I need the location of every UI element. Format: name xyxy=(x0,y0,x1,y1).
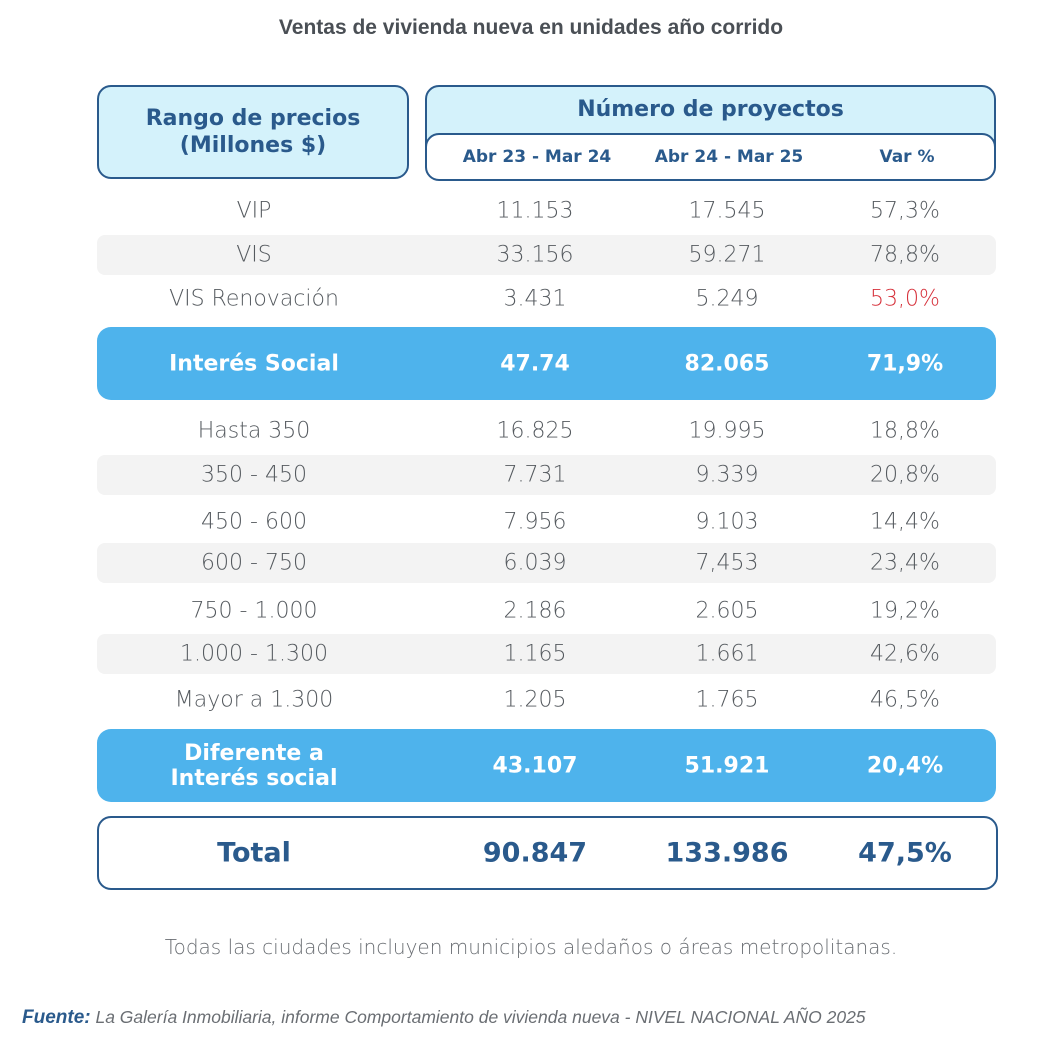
header-subcolumns: Abr 23 - Mar 24 Abr 24 - Mar 25 Var % xyxy=(425,133,996,181)
row-value-period-1: 7.731 xyxy=(503,462,567,488)
source-text: La Galería Inmobiliaria, informe Comport… xyxy=(95,1007,866,1027)
row-value-var: 53,0% xyxy=(870,286,940,312)
subtotal-label: Interés Social xyxy=(169,351,339,376)
source-label: Fuente: xyxy=(22,1007,91,1028)
row-value-period-1: 11.153 xyxy=(496,198,574,224)
header-projects: Número de proyectos Abr 23 - Mar 24 Abr … xyxy=(425,85,996,181)
table-row: 600 - 750 6.039 7,453 23,4% xyxy=(97,543,996,583)
row-value-period-1: 3.431 xyxy=(503,286,567,312)
subtotal-value-var: 20,4% xyxy=(866,753,944,778)
source-line: Fuente: La Galería Inmobiliaria, informe… xyxy=(22,1007,866,1029)
subtotal-label: Diferente a Interés social xyxy=(134,741,374,791)
header-price-range: Rango de precios (Millones $) xyxy=(97,85,409,179)
row-value-period-1: 6.039 xyxy=(503,550,567,576)
row-value-period-2: 1.765 xyxy=(695,687,759,713)
row-value-period-2: 59.271 xyxy=(688,242,766,268)
row-value-period-2: 1.661 xyxy=(695,641,759,667)
row-value-period-2: 9.103 xyxy=(695,509,759,535)
row-value-var: 20,8% xyxy=(870,462,940,488)
row-value-var: 18,8% xyxy=(870,418,940,444)
row-value-period-1: 1.205 xyxy=(503,687,567,713)
table-row: 1.000 - 1.300 1.165 1.661 42,6% xyxy=(97,634,996,674)
row-label: 450 - 600 xyxy=(201,509,307,535)
row-label: VIS Renovación xyxy=(169,286,339,312)
row-value-period-1: 2.186 xyxy=(503,598,567,624)
row-value-period-2: 7,453 xyxy=(695,550,759,576)
table-row: Mayor a 1.300 1.205 1.765 46,5% xyxy=(97,680,996,720)
subtotal-value-period-2: 82.065 xyxy=(684,351,770,376)
row-value-period-1: 33.156 xyxy=(496,242,574,268)
subtotal-value-var: 71,9% xyxy=(866,351,944,376)
subtotal-label-line2: Interés social xyxy=(170,765,338,791)
total-value-period-1: 90.847 xyxy=(482,837,588,869)
subtotal-label-line1: Diferente a xyxy=(184,740,324,766)
subtotal-value-period-2: 51.921 xyxy=(684,753,770,778)
row-label: Hasta 350 xyxy=(197,418,311,444)
subtotal-diferente-interes-social: Diferente a Interés social 43.107 51.921… xyxy=(97,729,996,802)
table-row: VIP 11.153 17.545 57,3% xyxy=(97,191,996,231)
row-label: 750 - 1.000 xyxy=(190,598,318,624)
header-price-range-line1: Rango de precios xyxy=(145,106,361,131)
column-header-period-2: Abr 24 - Mar 25 xyxy=(654,147,804,167)
row-value-period-2: 19.995 xyxy=(688,418,766,444)
table-row: 750 - 1.000 2.186 2.605 19,2% xyxy=(97,591,996,631)
total-label: Total xyxy=(217,837,291,869)
table-row: 350 - 450 7.731 9.339 20,8% xyxy=(97,455,996,495)
row-value-period-2: 2.605 xyxy=(695,598,759,624)
table-row: 450 - 600 7.956 9.103 14,4% xyxy=(97,502,996,542)
total-row: Total 90.847 133.986 47,5% xyxy=(97,816,998,890)
column-header-var: Var % xyxy=(879,147,935,167)
column-header-period-1: Abr 23 - Mar 24 xyxy=(462,147,612,167)
table-row: Hasta 350 16.825 19.995 18,8% xyxy=(97,411,996,451)
row-value-period-2: 9.339 xyxy=(695,462,759,488)
page-title: Ventas de vivienda nueva en unidades año… xyxy=(278,16,784,39)
subtotal-value-period-1: 47.74 xyxy=(500,351,570,376)
table-row: VIS Renovación 3.431 5.249 53,0% xyxy=(97,279,996,319)
row-value-var: 78,8% xyxy=(870,242,940,268)
row-value-period-2: 17.545 xyxy=(688,198,766,224)
row-value-var: 19,2% xyxy=(870,598,940,624)
subtotal-interes-social: Interés Social 47.74 82.065 71,9% xyxy=(97,327,996,400)
row-value-var: 46,5% xyxy=(870,687,940,713)
row-label: 350 - 450 xyxy=(201,462,307,488)
row-value-var: 57,3% xyxy=(870,198,940,224)
subtotal-value-period-1: 43.107 xyxy=(492,753,578,778)
row-value-period-2: 5.249 xyxy=(695,286,759,312)
row-value-period-1: 7.956 xyxy=(503,509,567,535)
header-projects-title: Número de proyectos xyxy=(577,97,844,122)
header-price-range-line2: (Millones $) xyxy=(179,133,327,158)
row-label: 1.000 - 1.300 xyxy=(180,641,328,667)
row-value-period-1: 16.825 xyxy=(496,418,574,444)
row-label: 600 - 750 xyxy=(201,550,307,576)
row-value-var: 42,6% xyxy=(870,641,940,667)
row-label: VIS xyxy=(236,242,272,268)
footnote: Todas las ciudades incluyen municipios a… xyxy=(164,935,898,959)
row-label: Mayor a 1.300 xyxy=(174,687,334,713)
row-value-var: 23,4% xyxy=(870,550,940,576)
total-value-var: 47,5% xyxy=(858,837,952,869)
total-value-period-2: 133.986 xyxy=(665,837,789,869)
row-value-var: 14,4% xyxy=(870,509,940,535)
row-label: VIP xyxy=(236,198,272,224)
table-row: VIS 33.156 59.271 78,8% xyxy=(97,235,996,275)
row-value-period-1: 1.165 xyxy=(503,641,567,667)
